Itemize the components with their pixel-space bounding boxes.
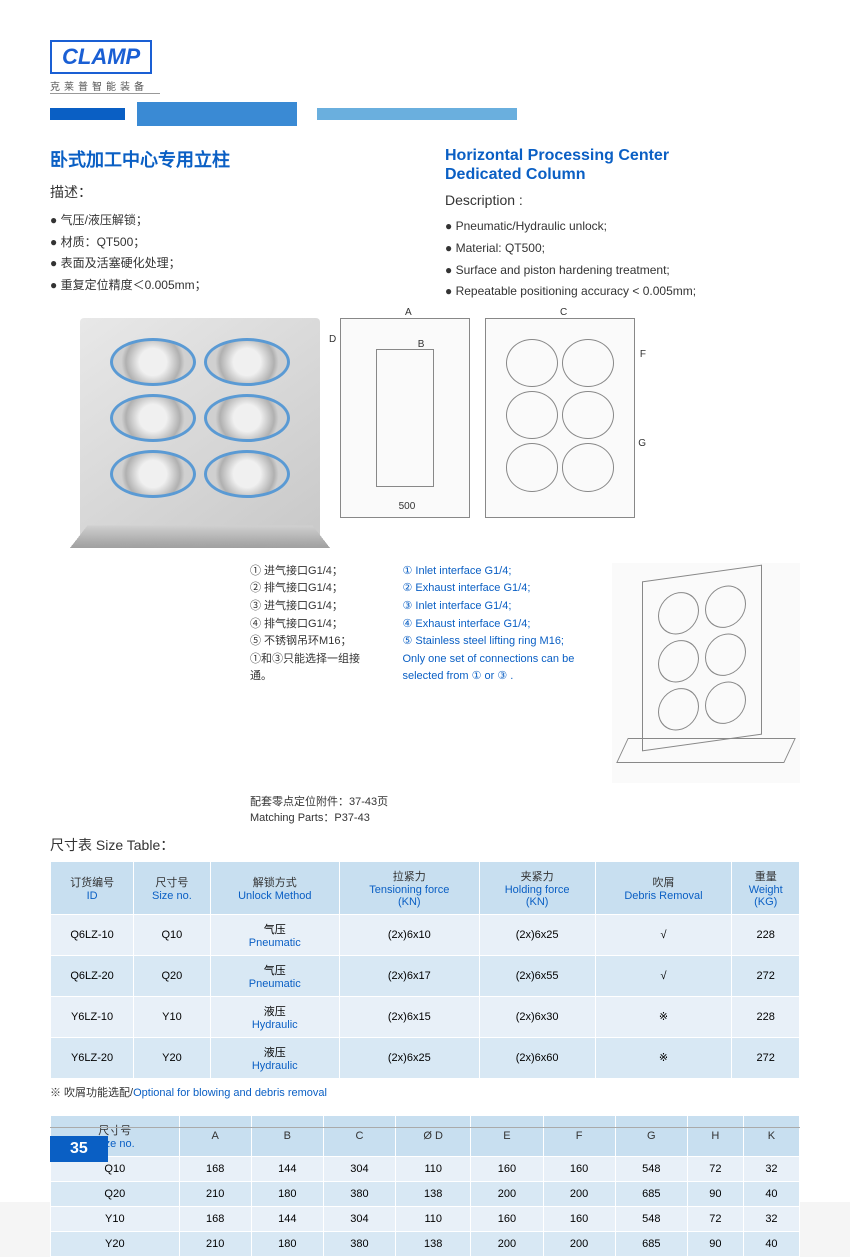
matching-parts: 配套零点定位附件：37-43页Matching Parts：P37-43 xyxy=(250,793,800,825)
technical-diagrams: A D B 500 C F G xyxy=(340,318,800,548)
table-row: Q6LZ-20Q20气压Pneumatic(2x)6x17(2x)6x55√27… xyxy=(51,955,800,996)
page-footer: 35 xyxy=(50,1127,800,1162)
interface-notes-en: ① Inlet interface G1/4;② Exhaust interfa… xyxy=(403,563,582,783)
title-english: Horizontal Processing CenterDedicated Co… xyxy=(445,146,800,184)
logo-brand: CLAMP xyxy=(62,44,140,69)
logo-block: CLAMP 克莱普智能装备 xyxy=(50,40,800,94)
page-number: 35 xyxy=(50,1136,108,1162)
header-bars xyxy=(50,102,800,126)
interface-notes-cn: ① 进气接口G1/4；② 排气接口G1/4； ③ 进气接口G1/4；④ 排气接口… xyxy=(250,563,373,783)
desc-label-cn: 描述： xyxy=(50,182,405,202)
diagram-isometric xyxy=(612,563,800,783)
table-row: Y6LZ-10Y10液压Hydraulic(2x)6x15(2x)6x30※22… xyxy=(51,996,800,1037)
table-row: Y101681443041101601605487232 xyxy=(51,1206,800,1231)
title-chinese: 卧式加工中心专用立柱 xyxy=(50,146,405,172)
product-photo xyxy=(80,318,320,548)
table-footnote: ※ 吹屑功能选配/Optional for blowing and debris… xyxy=(50,1084,800,1100)
table-row: Y6LZ-20Y20液压Hydraulic(2x)6x25(2x)6x60※27… xyxy=(51,1037,800,1078)
logo-subtitle: 克莱普智能装备 xyxy=(50,78,160,93)
table-row: Y202101803801382002006859040 xyxy=(51,1231,800,1256)
diagram-front-view: C F G xyxy=(485,318,635,518)
description-list-cn: 气压/液压解锁； 材质：QT500； 表面及活塞硬化处理； 重复定位精度＜0.0… xyxy=(50,210,405,296)
size-table-1: 订货编号ID尺寸号Size no.解锁方式Unlock Method拉紧力Ten… xyxy=(50,861,800,1079)
description-list-en: Pneumatic/Hydraulic unlock; Material: QT… xyxy=(445,216,800,302)
desc-label-en: Description : xyxy=(445,192,800,208)
size-table-label: 尺寸表 Size Table： xyxy=(50,835,800,855)
table-row: Q202101803801382002006859040 xyxy=(51,1181,800,1206)
table-row: Q6LZ-10Q10气压Pneumatic(2x)6x10(2x)6x25√22… xyxy=(51,914,800,955)
diagram-side-view: A D B 500 xyxy=(340,318,470,518)
